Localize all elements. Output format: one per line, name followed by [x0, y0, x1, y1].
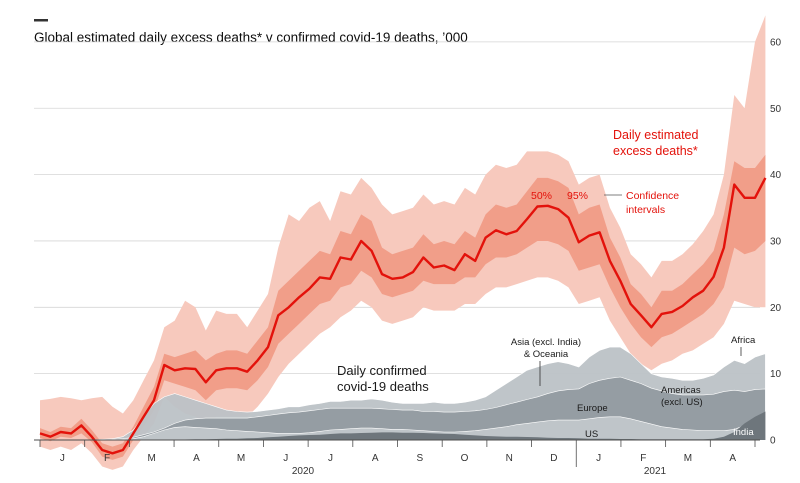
india-label: India [733, 427, 754, 438]
month-label-9: O [461, 453, 469, 464]
ci-label-line2: intervals [626, 204, 665, 216]
month-label-4: M [237, 453, 245, 464]
month-label-0: J [60, 453, 65, 464]
y-tick-10: 10 [770, 369, 782, 380]
excess-label-line2: excess deaths* [613, 144, 698, 158]
us-label: US [585, 429, 598, 440]
month-label-15: A [729, 453, 736, 464]
ci50-label: 50% [531, 190, 552, 202]
americas-label-line2: (excl. US) [661, 397, 703, 408]
month-label-11: D [550, 453, 557, 464]
x-axis-ticks [39, 440, 756, 467]
africa-label: Africa [731, 335, 756, 346]
y-tick-20: 20 [770, 303, 782, 314]
month-label-1: F [104, 453, 110, 464]
ci95-label: 95% [567, 190, 588, 202]
month-label-8: S [417, 453, 424, 464]
us-area [40, 416, 766, 441]
confirmed-label-line1: Daily confirmed [337, 363, 427, 378]
month-label-10: N [506, 453, 513, 464]
americas-label-line1: Americas [661, 385, 701, 396]
ci-label-line1: Confidence [626, 190, 679, 202]
excess-label-line1: Daily estimated [613, 128, 698, 142]
y-tick-0: 0 [770, 436, 776, 447]
month-label-3: A [193, 453, 200, 464]
y-tick-60: 60 [770, 37, 782, 48]
confirmed-label-line2: covid-19 deaths [337, 379, 429, 394]
chart-title: Global estimated daily excess deaths* v … [34, 30, 468, 45]
y-tick-30: 30 [770, 236, 782, 247]
asia-label-line2: & Oceania [524, 349, 569, 360]
month-label-12: J [596, 453, 601, 464]
asia-label-line1: Asia (excl. India) [511, 337, 581, 348]
ci50-band [40, 154, 766, 460]
month-label-14: M [684, 453, 692, 464]
month-label-6: J [328, 453, 333, 464]
month-label-13: F [640, 453, 646, 464]
excess-central-line [39, 177, 767, 455]
month-label-7: A [372, 453, 379, 464]
year-label-2020: 2020 [292, 466, 315, 477]
y-tick-40: 40 [770, 170, 782, 181]
year-label-2021: 2021 [644, 466, 667, 477]
month-label-2: M [148, 453, 156, 464]
title-accent-bar [34, 19, 48, 22]
y-tick-50: 50 [770, 104, 782, 115]
y-axis-ticks: 0 10 20 30 40 50 60 [770, 37, 782, 446]
europe-label: Europe [577, 403, 608, 414]
month-label-5: J [283, 453, 288, 464]
india-area [40, 411, 766, 440]
